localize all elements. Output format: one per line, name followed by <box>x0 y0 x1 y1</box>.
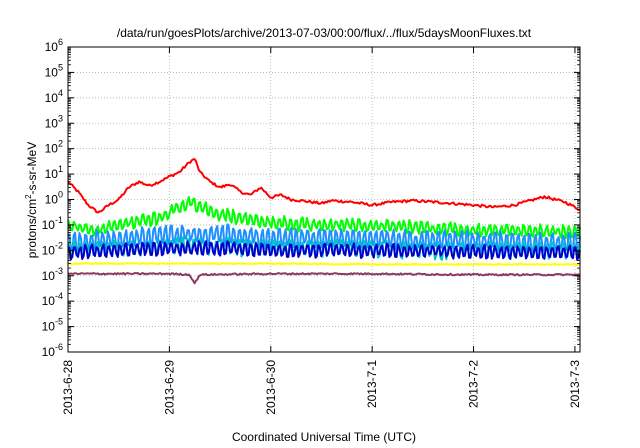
x-tick-label: 2013-7-3 <box>568 360 582 408</box>
y-tick-label: 10-3 <box>42 266 63 283</box>
y-axis-label: protons/cm2-s-sr-MeV <box>24 142 39 258</box>
y-axis-label-sup: 2 <box>24 194 33 199</box>
y-tick-label: 105 <box>45 62 63 79</box>
y-tick-label: 104 <box>45 88 63 105</box>
series-line-3 <box>67 223 581 255</box>
x-tick-label: 2013-7-1 <box>365 360 379 408</box>
x-axis-label: Coordinated Universal Time (UTC) <box>232 430 416 444</box>
series-layer <box>67 158 581 285</box>
y-tick-label: 103 <box>45 113 63 130</box>
y-tick-label: 100 <box>45 190 63 207</box>
grid <box>68 47 580 352</box>
series-line-7 <box>67 272 581 285</box>
series-line-5 <box>67 240 581 261</box>
series-line-6 <box>67 262 580 266</box>
y-tick-label: 102 <box>45 139 63 156</box>
ticks: 10-6 10-5 10-4 10-3 10-2 10-1 100 101 102 103 104 1… <box>42 37 582 415</box>
x-tick-label: 2013-7-2 <box>467 360 481 408</box>
y-tick-label: 10-2 <box>42 240 63 257</box>
chart-title: /data/run/goesPlots/archive/2013-07-03/0… <box>117 26 532 40</box>
x-tick-label: 2013-6-28 <box>61 360 75 415</box>
series-line-2 <box>67 196 581 240</box>
y-tick-label: 10-1 <box>42 215 63 232</box>
y-axis-label-post: -s-sr-MeV <box>25 142 39 195</box>
y-tick-label: 106 <box>45 37 63 54</box>
y-tick-label: 10-5 <box>42 317 63 334</box>
y-axis-label-pre: protons/cm <box>25 199 39 258</box>
series-line-1 <box>67 158 581 214</box>
x-tick-label: 2013-6-30 <box>264 360 278 415</box>
y-tick-label: 101 <box>45 164 63 181</box>
y-tick-label: 10-6 <box>42 342 63 359</box>
y-tick-label: 10-4 <box>42 291 63 308</box>
x-tick-label: 2013-6-29 <box>162 360 176 415</box>
